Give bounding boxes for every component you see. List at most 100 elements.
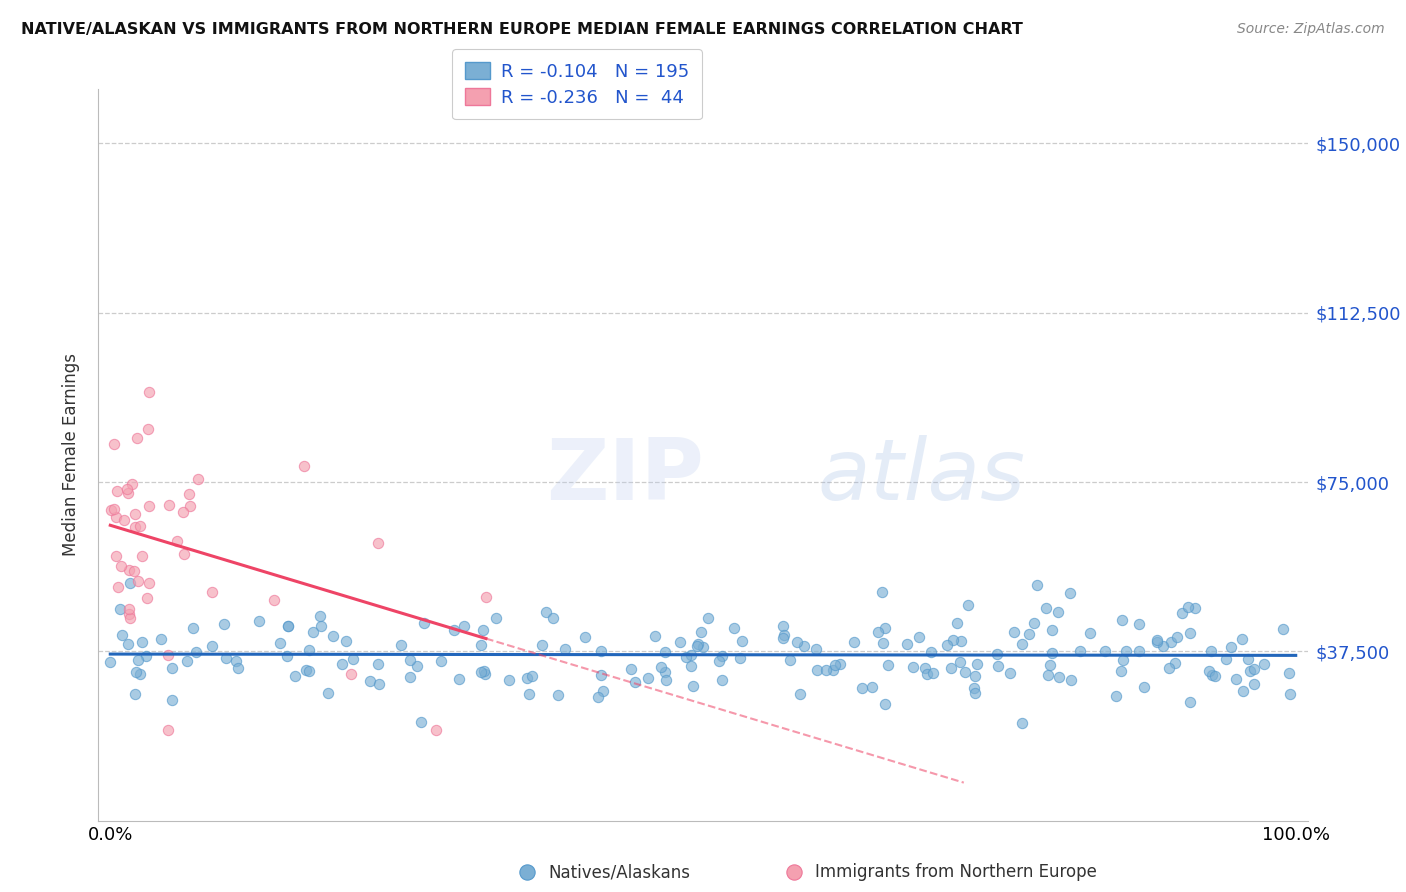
Point [135,649,157,664]
Point [103,437,125,451]
Point [669,634,692,648]
Legend: R = -0.104   N = 195, R = -0.236   N =  44: R = -0.104 N = 195, R = -0.236 N = 44 [451,49,702,120]
Point [1220,640,1243,655]
Point [398,652,420,666]
Point [112,513,135,527]
Point [1094,643,1116,657]
Point [107,580,129,594]
Point [138,385,160,400]
Point [1036,667,1059,681]
Point [922,665,945,680]
Point [998,665,1021,680]
Point [516,671,538,685]
Point [332,657,354,671]
Point [1201,668,1223,682]
Point [117,486,139,500]
Point [574,630,596,644]
Point [620,662,643,676]
Point [965,686,987,700]
Point [212,617,235,632]
Point [311,619,333,633]
Point [1078,626,1101,640]
Point [302,624,325,639]
Point [176,654,198,668]
Point [1047,605,1070,619]
Point [1164,656,1187,670]
Point [225,654,247,668]
Point [793,639,815,653]
Point [398,670,420,684]
Point [731,633,754,648]
Point [1243,662,1265,676]
Point [335,633,357,648]
Point [160,693,183,707]
Point [105,483,128,498]
Point [1040,646,1063,660]
Point [138,576,160,591]
Point [131,635,153,649]
Point [117,482,139,496]
Point [591,644,613,658]
Point [1170,606,1192,620]
Point [1011,638,1033,652]
Point [949,655,972,669]
Point [226,661,249,675]
Point [118,563,141,577]
Point [124,687,146,701]
Text: atlas: atlas [818,435,1026,518]
Point [1133,680,1156,694]
Point [1243,677,1265,691]
Point [411,715,433,730]
Point [157,648,180,663]
Point [1146,632,1168,647]
Point [935,638,957,652]
Point [105,509,128,524]
Point [679,659,702,673]
Point [534,605,557,619]
Point [166,533,188,548]
Point [474,667,496,681]
Point [860,680,883,694]
Point [1002,624,1025,639]
Point [654,665,676,680]
Point [124,507,146,521]
Point [1059,586,1081,600]
Point [789,687,811,701]
Point [412,615,434,630]
Point [1115,644,1137,658]
Point [173,547,195,561]
Point [682,679,704,693]
Point [201,584,224,599]
Text: Source: ZipAtlas.com: Source: ZipAtlas.com [1237,22,1385,37]
Point [772,619,794,633]
Point [269,636,291,650]
Point [110,559,132,574]
Point [1204,669,1226,683]
Point [1232,684,1254,698]
Point [118,611,141,625]
Point [1060,673,1083,687]
Point [650,660,672,674]
Point [1069,643,1091,657]
Point [1160,634,1182,648]
Point [966,657,988,672]
Point [339,667,361,681]
Point [723,621,745,635]
Point [125,432,148,446]
Point [942,632,965,647]
Point [547,689,569,703]
Point [472,664,495,678]
Point [127,653,149,667]
Point [322,629,344,643]
Point [1166,630,1188,644]
Point [1112,653,1135,667]
Text: Natives/Alaskans: Natives/Alaskans [548,863,690,881]
Point [541,611,564,625]
Point [111,628,134,642]
Point [1128,644,1150,658]
Point [1271,622,1294,636]
Point [1180,695,1202,709]
Point [779,653,801,667]
Point [1253,657,1275,671]
Point [949,634,972,648]
